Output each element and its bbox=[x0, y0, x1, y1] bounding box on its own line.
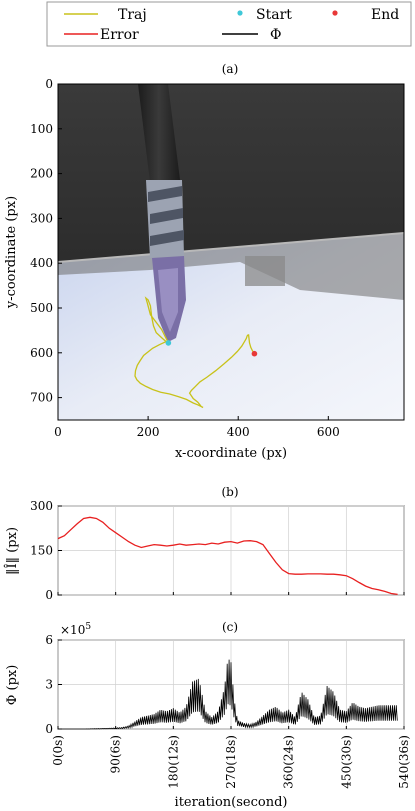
legend-swatch-end bbox=[332, 10, 338, 16]
error-line bbox=[57, 516, 398, 596]
c-ytick-label: 6 bbox=[45, 633, 53, 647]
a-ytick-label: 400 bbox=[30, 256, 53, 270]
start-point bbox=[165, 340, 172, 346]
legend-swatch-start bbox=[237, 10, 243, 16]
a-ytick-label: 0 bbox=[45, 77, 53, 91]
panel-a-frame bbox=[57, 83, 405, 421]
panel-c-ylabel: Φ (px) bbox=[5, 665, 20, 706]
panel-c-exponent-base: ×10 bbox=[60, 623, 85, 637]
c-xtick-label: 450(30s) bbox=[339, 735, 353, 789]
panel-c-axes: 0 3 6 0(0s) 90(6s) 180(12s) 270(18s) 360(24s) 45… bbox=[45, 633, 411, 789]
panel-b-ylabel: ‖Î‖ (px) bbox=[4, 527, 20, 575]
tool-shaft bbox=[138, 84, 180, 182]
camera-image bbox=[58, 84, 404, 420]
c-xtick-label: 540(36s) bbox=[397, 735, 411, 789]
traj-line bbox=[134, 296, 256, 409]
c-xtick-label: 0(0s) bbox=[51, 735, 65, 766]
c-xtick-label: 90(6s) bbox=[109, 735, 123, 773]
legend-label-error: Error bbox=[100, 27, 139, 43]
panel-c: 0 3 6 0(0s) 90(6s) 180(12s) 270(18s) 360(24s) 45… bbox=[5, 622, 411, 810]
a-ytick-label: 600 bbox=[30, 346, 53, 360]
caption-a: (a) bbox=[222, 62, 239, 76]
error-plot bbox=[57, 516, 398, 596]
c-xtick-label: 360(24s) bbox=[282, 735, 296, 789]
panel-c-exponent: ×105 bbox=[60, 622, 91, 637]
panel-c-exponent-power: 5 bbox=[85, 622, 91, 632]
panel-a: 0 200 400 600 0 100 200 300 400 500 600 700 x-coord… bbox=[4, 77, 405, 461]
c-ytick-label: 3 bbox=[45, 678, 53, 692]
panel-a-axes: 0 200 400 600 0 100 200 300 400 500 600 700 bbox=[30, 77, 340, 439]
legend-label-end: End bbox=[371, 7, 399, 23]
legend-label-phi: Φ bbox=[270, 27, 281, 43]
panel-c-xlabel: iteration(second) bbox=[175, 795, 288, 810]
b-ytick-label: 0 bbox=[45, 588, 53, 602]
a-ytick-label: 700 bbox=[30, 391, 53, 405]
c-ytick-label: 0 bbox=[45, 722, 53, 736]
a-xtick-label: 200 bbox=[137, 425, 160, 439]
panel-b-axes: 0 150 300 bbox=[30, 499, 405, 602]
panel-b: 0 150 300 ‖Î‖ (px) bbox=[4, 499, 405, 602]
end-point bbox=[251, 350, 258, 357]
phi-line bbox=[58, 659, 398, 730]
legend-label-traj: Traj bbox=[118, 7, 147, 23]
a-ytick-label: 500 bbox=[30, 301, 53, 315]
phi-plot bbox=[58, 659, 398, 730]
a-xtick-label: 600 bbox=[317, 425, 340, 439]
legend: Traj Start End Error Φ bbox=[46, 1, 412, 47]
traj-plot bbox=[134, 296, 258, 409]
a-ytick-label: 300 bbox=[30, 211, 53, 225]
legend-frame bbox=[46, 1, 412, 47]
caption-b: (b) bbox=[221, 485, 238, 499]
b-ytick-label: 300 bbox=[30, 499, 53, 513]
c-xtick-label: 180(12s) bbox=[166, 735, 180, 789]
legend-label-start: Start bbox=[256, 7, 292, 23]
caption-c: (c) bbox=[222, 620, 238, 634]
a-xtick-label: 0 bbox=[54, 425, 62, 439]
c-xtick-label: 270(18s) bbox=[224, 735, 238, 789]
a-ytick-label: 100 bbox=[30, 122, 53, 136]
a-ytick-label: 200 bbox=[30, 167, 53, 181]
a-xtick-label: 400 bbox=[227, 425, 250, 439]
panel-a-ylabel: y-coordinate (px) bbox=[4, 196, 19, 309]
b-ytick-label: 150 bbox=[30, 544, 53, 558]
panel-a-xlabel: x-coordinate (px) bbox=[175, 446, 287, 461]
